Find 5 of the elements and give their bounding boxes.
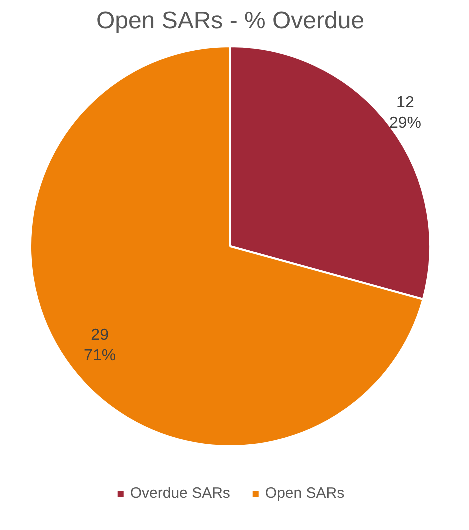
data-label: 29 71%	[84, 327, 116, 365]
chart-title: Open SARs - % Overdue	[96, 8, 365, 34]
data-label: 12 29%	[389, 94, 422, 132]
legend-label: Overdue SARs	[130, 485, 230, 502]
legend-label: Open SARs	[265, 485, 345, 502]
